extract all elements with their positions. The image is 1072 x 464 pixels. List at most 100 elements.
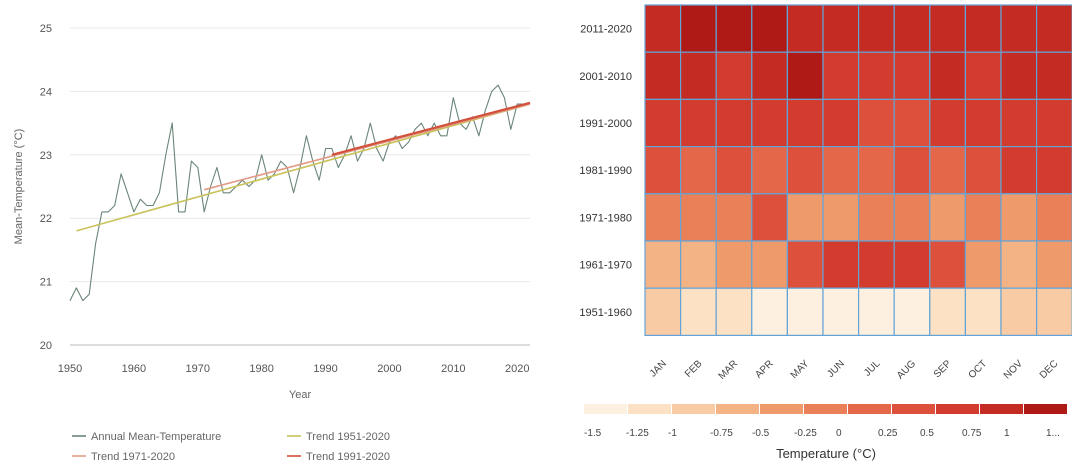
heatmap-cell bbox=[644, 193, 682, 242]
heatmap-cell bbox=[893, 98, 931, 148]
heatmap-row-label: 2001-2010 bbox=[579, 71, 632, 83]
heatmap-cell bbox=[679, 287, 717, 337]
colorbar-segment bbox=[892, 404, 935, 414]
colorbar-segment bbox=[936, 404, 979, 414]
x-tick-label: 2020 bbox=[505, 363, 529, 375]
x-tick-label: 1950 bbox=[58, 363, 82, 375]
heatmap-cell bbox=[644, 146, 682, 195]
y-tick-label: 21 bbox=[40, 277, 52, 289]
heatmap-chart: 2011-2020 2001-2010 1991-2000 1981-1990 1971… bbox=[579, 4, 1072, 461]
colorbar-tick-label: -0.5 bbox=[752, 428, 770, 439]
heatmap-cell bbox=[786, 287, 824, 337]
heatmap-cell bbox=[751, 4, 788, 53]
heatmap-cell bbox=[644, 4, 682, 53]
y-axis-label: Mean-Temperature (°C) bbox=[13, 129, 25, 245]
heatmap-column-label: AUG bbox=[895, 358, 918, 381]
colorbar-tick-label: -1 bbox=[668, 428, 677, 439]
colorbar-tick-label: -1.25 bbox=[626, 428, 649, 439]
x-tick-label: 2010 bbox=[441, 363, 465, 375]
colorbar-tick-label: 0.5 bbox=[920, 428, 934, 439]
heatmap-cell bbox=[786, 146, 824, 195]
heatmap-cell bbox=[1000, 146, 1038, 195]
heatmap-cell bbox=[893, 240, 931, 289]
colorbar-title: Temperature (°C) bbox=[776, 446, 876, 461]
heatmap-cell bbox=[644, 240, 682, 289]
heatmap-cell bbox=[679, 98, 717, 148]
colorbar-segment bbox=[628, 404, 671, 414]
colorbar-tick-label: -0.25 bbox=[794, 428, 817, 439]
heatmap-column-label: JAN bbox=[648, 358, 669, 379]
heatmap-cell bbox=[893, 4, 931, 53]
heatmap-cell bbox=[751, 146, 788, 195]
y-tick-label: 23 bbox=[40, 150, 52, 162]
heatmap-cell bbox=[1035, 193, 1072, 242]
heatmap-cell bbox=[1000, 98, 1038, 148]
heatmap-row-label: 1951-1960 bbox=[579, 307, 632, 319]
heatmap-cell bbox=[679, 4, 717, 53]
colorbar-tick-label: 1... bbox=[1046, 428, 1060, 439]
heatmap-column-label: MAR bbox=[717, 358, 741, 382]
colorbar-segment bbox=[1024, 404, 1067, 414]
x-tick-label: 1980 bbox=[249, 363, 273, 375]
x-tick-label: 1970 bbox=[186, 363, 210, 375]
heatmap-cell bbox=[822, 146, 860, 195]
heatmap-cell bbox=[751, 193, 788, 242]
colorbar-tick-label: 0 bbox=[836, 428, 842, 439]
colorbar-tick-label: 1 bbox=[1004, 428, 1010, 439]
heatmap-cell bbox=[644, 51, 682, 101]
heatmap-cell bbox=[964, 51, 1002, 101]
series-line bbox=[203, 103, 531, 191]
heatmap-cell bbox=[1035, 51, 1072, 101]
colorbar-segment bbox=[848, 404, 891, 414]
heatmap-cell bbox=[893, 193, 931, 242]
line-chart: 20 21 22 23 24 25 1950 1960 1970 1980 1990 2000 201… bbox=[13, 23, 531, 463]
heatmap-row-label: 1971-1980 bbox=[579, 212, 632, 224]
heatmap-cell bbox=[964, 193, 1002, 242]
heatmap-cell bbox=[857, 193, 895, 242]
series-line bbox=[76, 103, 531, 232]
heatmap-cell bbox=[786, 4, 824, 53]
heatmap-cell bbox=[751, 98, 788, 148]
heatmap-cell bbox=[822, 98, 860, 148]
heatmap-cell bbox=[1035, 240, 1072, 289]
x-tick-label: 2000 bbox=[377, 363, 401, 375]
heatmap-cell bbox=[715, 146, 753, 195]
heatmap-row-label: 1961-1970 bbox=[579, 260, 632, 272]
heatmap-cell bbox=[929, 287, 966, 337]
colorbar-segment bbox=[804, 404, 847, 414]
heatmap-cell bbox=[715, 193, 753, 242]
heatmap-cell bbox=[679, 240, 717, 289]
heatmap-column-label: APR bbox=[753, 358, 775, 380]
heatmap-cell bbox=[715, 287, 753, 337]
heatmap-cell bbox=[893, 146, 931, 195]
heatmap-cell bbox=[893, 51, 931, 101]
heatmap-row-label: 2011-2020 bbox=[580, 24, 632, 36]
colorbar-tick-label: -1.5 bbox=[584, 428, 602, 439]
heatmap-row-label: 1991-2000 bbox=[579, 118, 632, 130]
heatmap-cell bbox=[857, 287, 895, 337]
heatmap-cell bbox=[964, 146, 1002, 195]
heatmap-cell bbox=[1035, 146, 1072, 195]
y-tick-label: 20 bbox=[40, 340, 52, 352]
colorbar-segment bbox=[980, 404, 1023, 414]
legend-label: Trend 1991-2020 bbox=[306, 451, 390, 463]
heatmap-cell bbox=[964, 98, 1002, 148]
heatmap-column-label: SEP bbox=[932, 358, 954, 380]
heatmap-cell bbox=[715, 51, 753, 101]
heatmap-column-label: MAY bbox=[789, 358, 812, 381]
legend-label: Trend 1971-2020 bbox=[91, 451, 175, 463]
heatmap-row-label: 1981-1990 bbox=[579, 165, 632, 177]
colorbar-tick-label: -0.75 bbox=[710, 428, 733, 439]
heatmap-cell bbox=[644, 287, 682, 337]
heatmap-cell bbox=[822, 51, 860, 101]
heatmap-cell bbox=[786, 240, 824, 289]
heatmap-cell bbox=[715, 4, 753, 53]
heatmap-cell bbox=[644, 98, 682, 148]
heatmap-column-label: JUN bbox=[825, 358, 847, 380]
y-tick-label: 25 bbox=[40, 23, 52, 35]
heatmap-cell bbox=[751, 287, 788, 337]
heatmap-cell bbox=[786, 193, 824, 242]
colorbar-segment bbox=[584, 404, 627, 414]
heatmap-cell bbox=[857, 51, 895, 101]
